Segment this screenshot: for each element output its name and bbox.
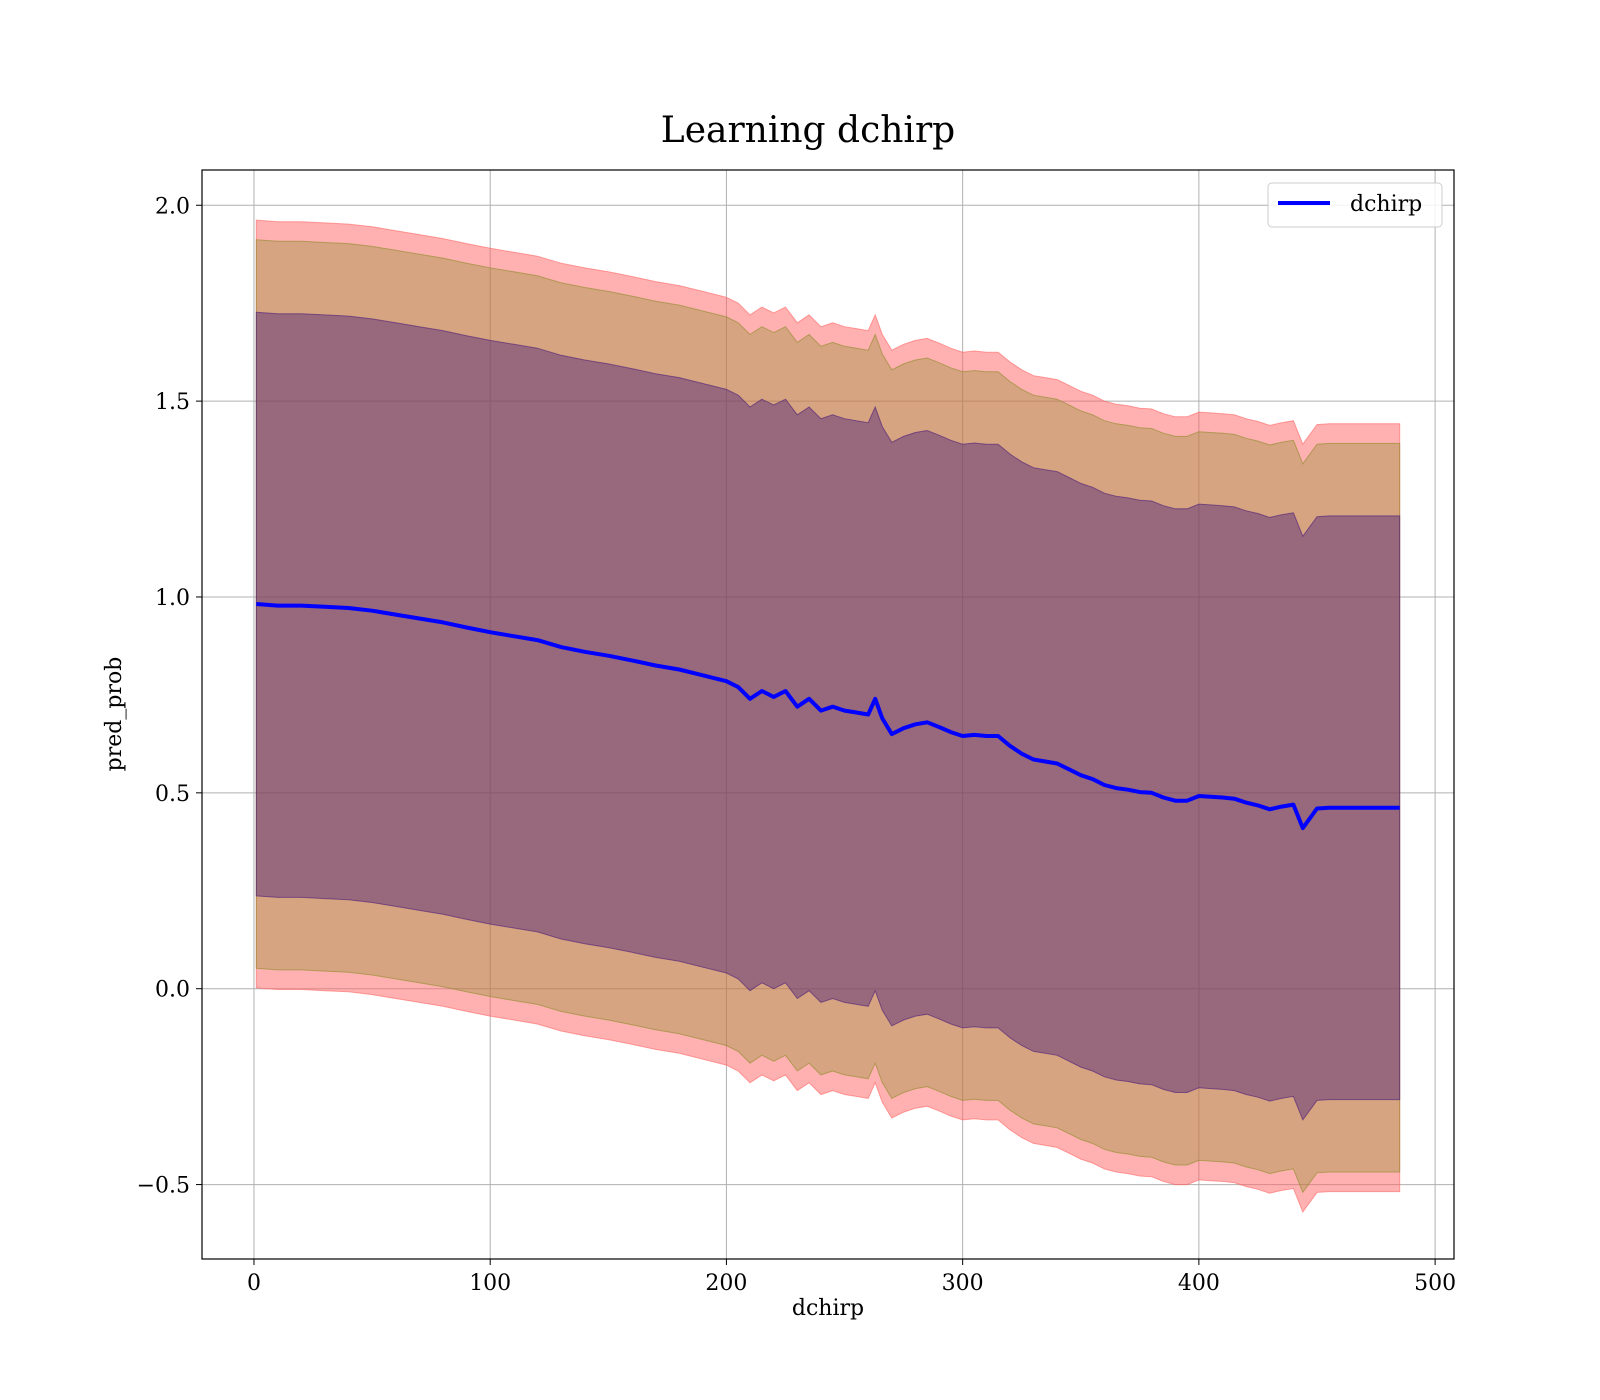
y-axis-ticks: −0.5 0.0 0.5 1.0 1.5 2.0	[137, 194, 202, 1199]
y-tick-label-4: 1.5	[155, 390, 190, 415]
x-tick-label-4: 400	[1178, 1271, 1220, 1296]
x-tick-label-3: 300	[942, 1271, 984, 1296]
x-tick-label-0: 0	[247, 1271, 261, 1296]
y-axis-label: pred_prob	[102, 657, 127, 772]
std-band-0	[255, 219, 1401, 1214]
x-axis-ticks: 0 100 200 300 400 500	[247, 1259, 1456, 1296]
legend-box	[1267, 182, 1443, 228]
std-band-1	[255, 239, 1401, 1194]
y-tick-label-0: −0.5	[137, 1174, 190, 1199]
chart-title: Learning dchirp	[661, 110, 955, 151]
x-tick-label-5: 500	[1414, 1271, 1456, 1296]
y-tick-label-2: 0.5	[155, 782, 190, 807]
x-tick-label-1: 100	[469, 1271, 511, 1296]
series-line-dchirp	[256, 602, 1400, 831]
x-axis-label: dchirp	[792, 1296, 864, 1321]
std-band-2	[255, 311, 1401, 1121]
plot-frame	[201, 169, 1455, 1260]
y-tick-label-3: 1.0	[155, 586, 190, 611]
y-tick-label-1: 0.0	[155, 978, 190, 1003]
legend-label-dchirp: dchirp	[1350, 192, 1422, 217]
std-bands	[255, 219, 1401, 1214]
series-lines	[256, 602, 1400, 831]
y-tick-label-5: 2.0	[155, 194, 190, 219]
legend: dchirp	[1267, 182, 1443, 228]
x-tick-label-2: 200	[705, 1271, 747, 1296]
